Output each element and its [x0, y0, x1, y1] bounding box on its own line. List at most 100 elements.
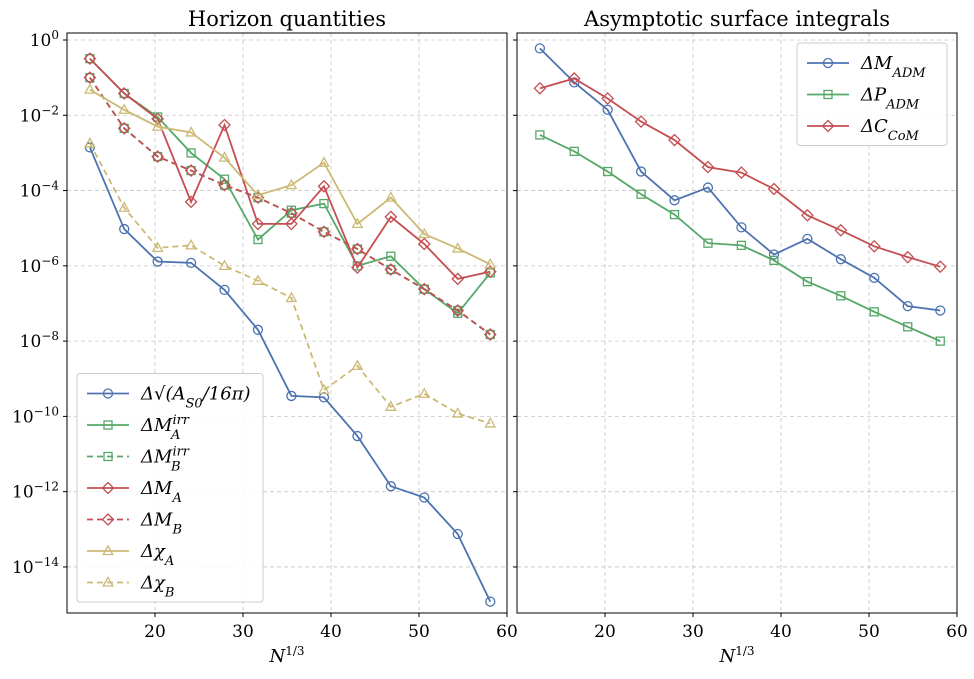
data-point: [635, 166, 647, 177]
data-point: [736, 240, 747, 251]
data-point: [151, 120, 164, 131]
plot-frame: [516, 32, 958, 614]
data-point: [484, 257, 497, 269]
series-6: [83, 83, 497, 269]
series-line: [89, 147, 492, 603]
legend-label: ΔMADM: [860, 53, 926, 81]
data-point: [534, 43, 546, 54]
data-point: [669, 209, 680, 220]
data-point: [419, 284, 429, 294]
data-point: [634, 115, 648, 129]
data-point: [767, 182, 781, 196]
series-line: [539, 77, 941, 268]
x-tick-label: 60: [496, 622, 518, 642]
data-point: [567, 72, 581, 85]
legend-item: ΔMB: [87, 510, 182, 538]
data-point: [151, 241, 164, 253]
data-point: [451, 304, 465, 317]
data-point: [451, 242, 464, 253]
data-point: [602, 166, 613, 177]
data-point: [935, 336, 945, 346]
data-point: [701, 160, 715, 174]
legend-label: ΔMB: [140, 510, 182, 538]
data-point: [417, 237, 431, 251]
chart-title: Asymptotic surface integrals: [583, 7, 890, 31]
data-point: [219, 180, 230, 190]
data-point: [218, 178, 231, 192]
data-point: [218, 259, 231, 270]
data-point: [602, 104, 613, 115]
y-tick-label: 10−4: [20, 179, 60, 202]
data-point: [184, 164, 198, 177]
legend-marker: [102, 544, 114, 556]
data-point: [736, 222, 747, 233]
x-tick-label: 40: [320, 622, 342, 642]
data-point: [484, 417, 497, 428]
y-tick-label: 10−10: [12, 404, 59, 427]
y-tick-label: 10−6: [20, 254, 59, 277]
data-point: [286, 390, 297, 402]
data-point: [802, 233, 813, 245]
legend-marker: [821, 119, 835, 133]
series-1: [84, 142, 496, 607]
data-point: [219, 174, 230, 184]
data-point: [317, 225, 331, 239]
series-1: [534, 43, 946, 316]
data-point: [933, 260, 947, 274]
data-point: [636, 189, 646, 199]
data-point: [317, 179, 331, 193]
legend-item: ΔCCoM: [807, 116, 920, 144]
data-point: [218, 151, 231, 162]
data-point: [703, 238, 713, 248]
data-point: [285, 178, 298, 190]
data-point: [252, 274, 264, 285]
data-point: [533, 81, 547, 95]
data-point: [186, 148, 196, 158]
series-line: [539, 134, 941, 342]
data-point: [83, 71, 97, 85]
data-point: [835, 254, 846, 265]
legend-label: ΔCCoM: [860, 116, 920, 144]
legend-item: ΔMADM: [807, 53, 926, 81]
data-point: [185, 257, 197, 269]
chart-panel-2: 20 30 40 50 60 Asymptotic surface integrals N1…: [513, 7, 968, 667]
legend-marker: [102, 388, 114, 399]
legend-item: ΔχB: [87, 573, 174, 600]
data-point: [85, 53, 95, 64]
series-line: [89, 57, 491, 280]
data-point: [118, 201, 131, 212]
x-axis-label: N1/3: [718, 644, 754, 667]
series-4: [83, 52, 497, 286]
x-tick-label: 50: [858, 622, 880, 642]
legend-item: ΔχA: [87, 541, 174, 569]
x-tick-label: 50: [408, 622, 430, 642]
data-point: [185, 239, 197, 250]
legend-label: Δ√(AS0/16π): [140, 384, 251, 412]
legend-label: ΔPADM: [860, 85, 920, 113]
data-point: [284, 206, 298, 220]
data-point: [668, 133, 681, 147]
data-point: [869, 272, 880, 283]
legend-marker: [101, 481, 115, 495]
data-point: [318, 383, 330, 395]
data-point: [418, 387, 431, 398]
data-point: [384, 263, 398, 276]
data-point: [218, 118, 231, 132]
legend-marker: [823, 89, 833, 100]
legend-item: ΔMirr B: [87, 444, 190, 474]
data-point: [319, 227, 329, 237]
data-point: [184, 195, 198, 209]
data-point: [285, 291, 298, 303]
x-axis-label: N1/3: [268, 644, 304, 667]
series-3: [533, 72, 947, 274]
legend-marker: [101, 513, 115, 526]
x-tick-label: 30: [232, 622, 254, 642]
series-line: [89, 88, 491, 266]
data-point: [384, 210, 398, 224]
data-point: [185, 126, 197, 137]
data-point: [219, 284, 230, 296]
y-tick-label: 10−8: [20, 329, 59, 352]
data-point: [152, 151, 163, 162]
